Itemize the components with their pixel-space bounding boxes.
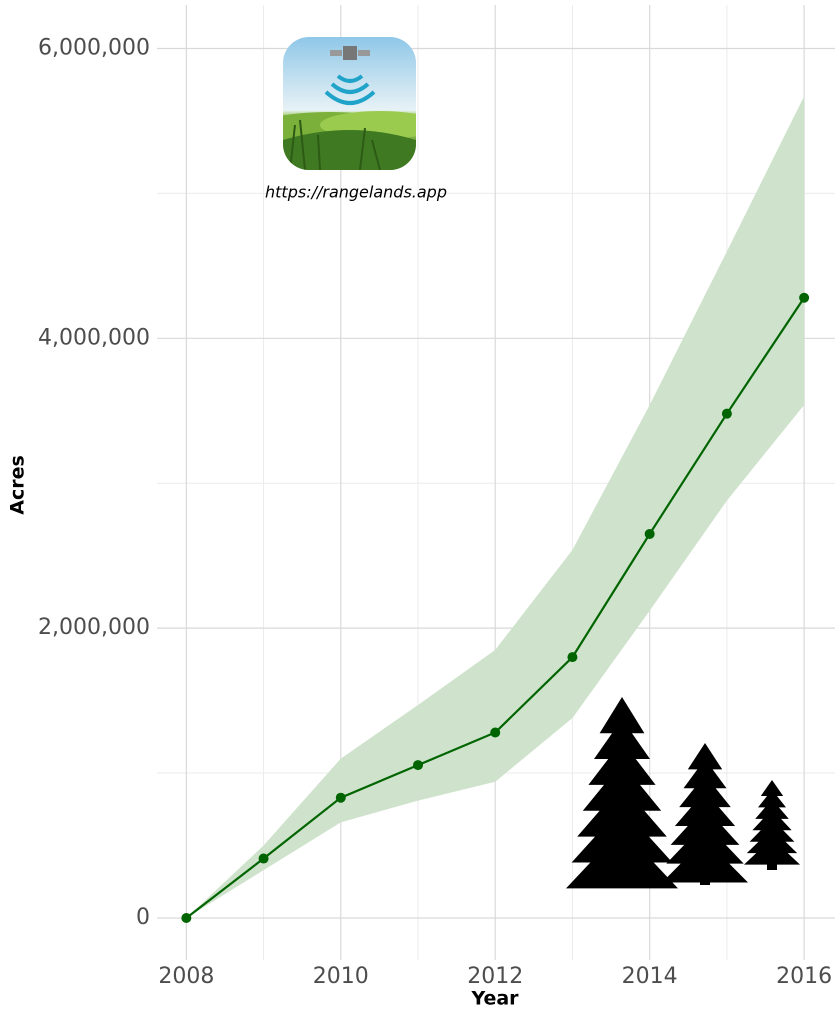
x-tick-label: 2010 <box>313 964 369 989</box>
x-tick-label: 2014 <box>622 964 678 989</box>
tree <box>662 743 748 885</box>
point <box>644 528 655 539</box>
point <box>799 292 810 303</box>
x-tick-label: 2008 <box>158 964 214 989</box>
y-tick-label: 4,000,000 <box>38 325 150 350</box>
x-tick-label: 2016 <box>776 964 832 989</box>
confidence-band <box>186 96 805 918</box>
point <box>413 760 424 771</box>
point <box>335 792 346 803</box>
annotation: https://rangelands.app <box>265 183 447 202</box>
y-tick-label: 2,000,000 <box>38 615 150 640</box>
x-axis-title: Year <box>470 988 519 1009</box>
point <box>490 727 501 738</box>
y-axis-title: Acres <box>7 455 29 515</box>
tree <box>744 780 800 870</box>
tree <box>566 697 678 889</box>
y-tick-label: 6,000,000 <box>38 35 150 60</box>
y-tick-label: 0 <box>136 905 150 930</box>
trees <box>566 697 800 889</box>
x-tick-label: 2012 <box>467 964 523 989</box>
app-icon <box>283 37 416 170</box>
point <box>181 912 192 923</box>
point <box>721 408 732 419</box>
point <box>258 853 269 864</box>
point <box>567 652 578 663</box>
